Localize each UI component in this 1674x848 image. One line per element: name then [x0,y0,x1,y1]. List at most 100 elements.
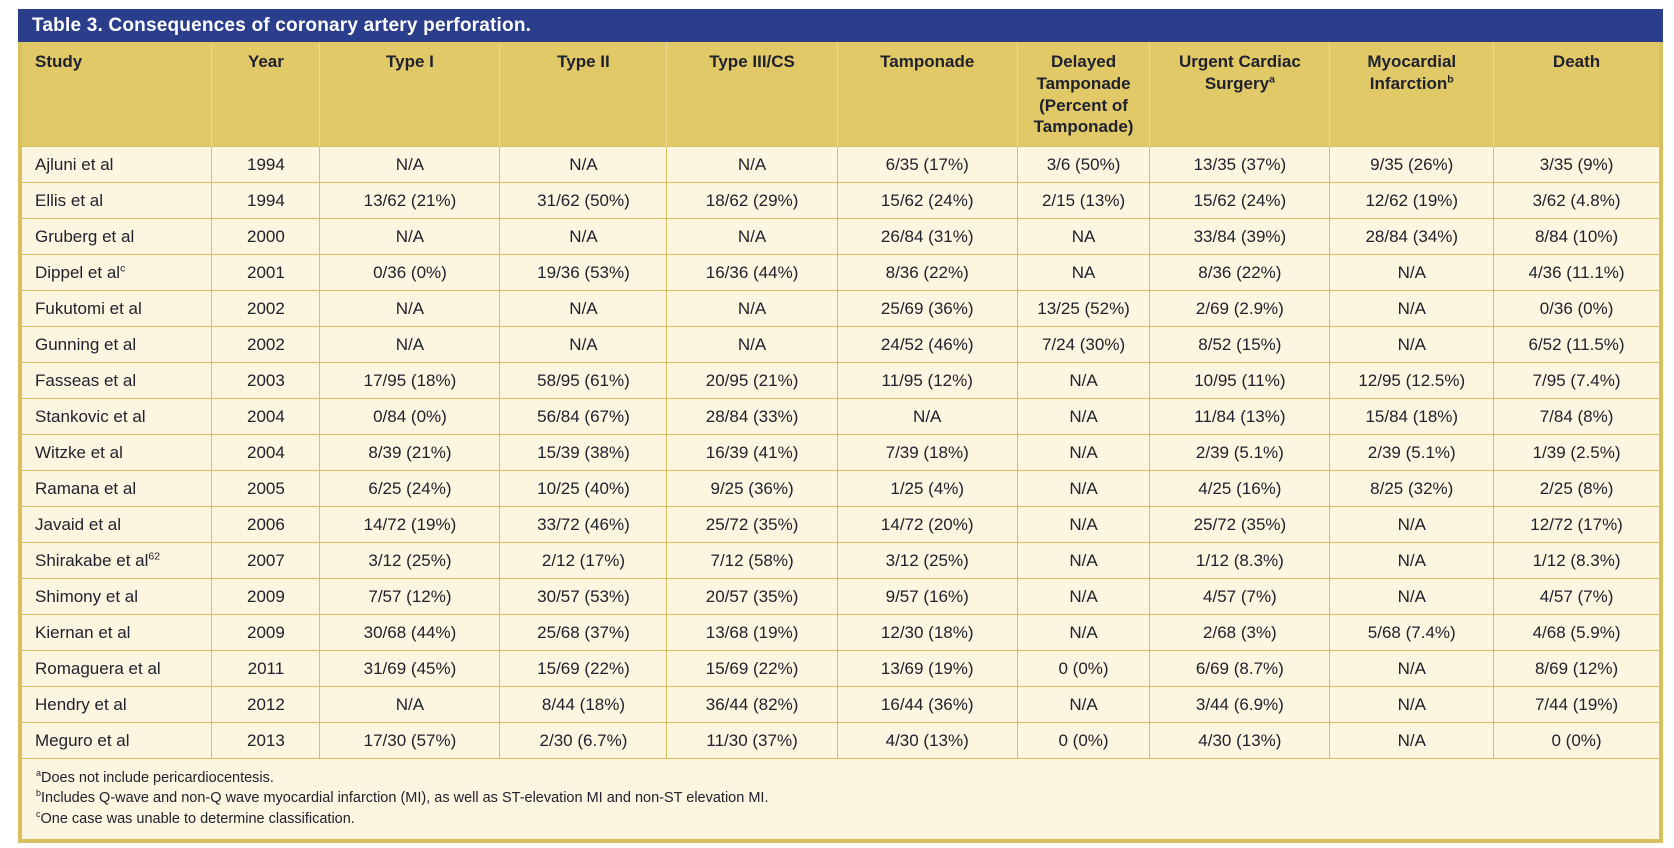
value-cell: 3/35 (9%) [1493,146,1659,183]
year-cell: 2009 [211,578,321,615]
value-cell: N/A [319,686,501,723]
value-cell: 1/12 (8.3%) [1149,542,1331,579]
study-name: Ajluni et al [35,154,114,174]
value-cell: 3/12 (25%) [836,542,1018,579]
study-name: Javaid et al [35,514,121,534]
column-header-label: Type II [557,52,610,71]
value-cell: 7/84 (8%) [1493,398,1659,435]
value-cell: 12/30 (18%) [836,614,1018,651]
study-cell: Ramana et al [22,470,213,507]
year-cell: 2009 [211,614,321,651]
value-cell: N/A [319,326,501,363]
footnote-text: Includes Q-wave and non-Q wave myocardia… [41,790,769,807]
value-cell: 28/84 (33%) [666,398,838,435]
footnote-text: One case was unable to determine classif… [40,810,355,827]
study-name: Gunning et al [35,334,137,354]
value-cell: 25/68 (37%) [499,614,668,651]
value-cell: 25/69 (36%) [836,290,1018,327]
column-header: Urgent Cardiac Surgerya [1149,42,1330,147]
table-row: Shirakabe et al62 2007 3/12 (25%) 2/12 (17%… [22,542,1659,579]
column-header-label: Type I [386,52,434,71]
value-cell: 17/95 (18%) [319,362,501,399]
value-cell: 14/72 (19%) [319,506,501,543]
value-cell: 6/69 (8.7%) [1149,650,1331,687]
value-cell: 7/95 (7.4%) [1493,362,1659,399]
value-cell: 3/44 (6.9%) [1149,686,1331,723]
value-cell: 33/72 (46%) [499,506,668,543]
study-name: Hendry et al [35,694,127,714]
value-cell: N/A [319,290,501,327]
table-body: Study Year Type I Type II Type III/CS Tampona… [18,42,1663,843]
study-footnote-marker: 62 [148,549,161,562]
value-cell: 2/68 (3%) [1149,614,1331,651]
study-footnote-marker: c [120,261,126,274]
study-cell: Dippel et alc [22,254,213,291]
value-cell: 31/69 (45%) [319,650,501,687]
value-cell: 30/57 (53%) [499,578,668,615]
study-cell: Ellis et al [22,182,213,219]
value-cell: N/A [1016,362,1151,399]
study-name: Kiernan et al [35,622,131,642]
study-cell: Gunning et al [22,326,213,363]
value-cell: 7/39 (18%) [836,434,1018,471]
footnote-marker: b [36,788,41,799]
value-cell: N/A [1016,506,1151,543]
value-cell: N/A [666,146,838,183]
value-cell: 4/68 (5.9%) [1493,614,1659,651]
value-cell: 2/12 (17%) [499,542,668,579]
value-cell: 13/35 (37%) [1149,146,1331,183]
value-cell: 0 (0%) [1016,722,1151,759]
year-cell: 2001 [211,254,321,291]
value-cell: NA [1016,218,1151,255]
value-cell: N/A [1329,254,1495,291]
value-cell: 2/15 (13%) [1016,182,1151,219]
column-header: Type I [319,42,500,147]
table-row: Shimony et al 2009 7/57 (12%) 30/57 (53%) 20… [22,578,1659,615]
study-cell: Fasseas et al [22,362,213,399]
value-cell: 26/84 (31%) [836,218,1018,255]
study-name: Ramana et al [35,478,137,498]
table-row: Javaid et al 2006 14/72 (19%) 33/72 (46%) 25… [22,506,1659,543]
year-cell: 2007 [211,542,321,579]
value-cell: 16/36 (44%) [666,254,838,291]
footnote: cOne case was unable to determine classi… [36,809,1645,829]
value-cell: 11/84 (13%) [1149,398,1331,435]
value-cell: N/A [499,326,668,363]
value-cell: 1/25 (4%) [836,470,1018,507]
column-header-label: Death [1552,52,1601,71]
study-cell: Ajluni et al [22,146,213,183]
value-cell: N/A [1329,722,1495,759]
value-cell: 3/6 (50%) [1016,146,1151,183]
value-cell: N/A [1329,506,1495,543]
year-cell: 2005 [211,470,321,507]
value-cell: 4/57 (7%) [1493,578,1659,615]
value-cell: 3/12 (25%) [319,542,501,579]
table-container: Table 3. Consequences of coronary artery… [18,9,1663,843]
value-cell: N/A [499,218,668,255]
value-cell: 10/25 (40%) [499,470,668,507]
value-cell: 10/95 (11%) [1149,362,1331,399]
year-cell: 2000 [211,218,321,255]
study-cell: Romaguera et al [22,650,213,687]
value-cell: 8/44 (18%) [499,686,668,723]
value-cell: 8/52 (15%) [1149,326,1331,363]
footnote: bIncludes Q-wave and non-Q wave myocardi… [36,788,1645,808]
column-header-footnote-marker: b [1447,73,1454,86]
study-cell: Hendry et al [22,686,213,723]
value-cell: 15/39 (38%) [499,434,668,471]
value-cell: 31/62 (50%) [499,182,668,219]
value-cell: 12/72 (17%) [1493,506,1659,543]
value-cell: 9/57 (16%) [836,578,1018,615]
value-cell: 36/44 (82%) [666,686,838,723]
study-cell: Javaid et al [22,506,213,543]
table-row: Witzke et al 2004 8/39 (21%) 15/39 (38%) 16/… [22,434,1659,471]
year-cell: 2011 [211,650,321,687]
value-cell: N/A [1329,578,1495,615]
value-cell: 0/36 (0%) [1493,290,1659,327]
column-header-label: Study [35,52,83,71]
value-cell: 2/25 (8%) [1493,470,1659,507]
column-header: Year [211,42,320,147]
value-cell: 56/84 (67%) [499,398,668,435]
value-cell: 24/52 (46%) [836,326,1018,363]
table-row: Fukutomi et al 2002 N/A N/A N/A 25/69 (36%) 13… [22,290,1659,327]
